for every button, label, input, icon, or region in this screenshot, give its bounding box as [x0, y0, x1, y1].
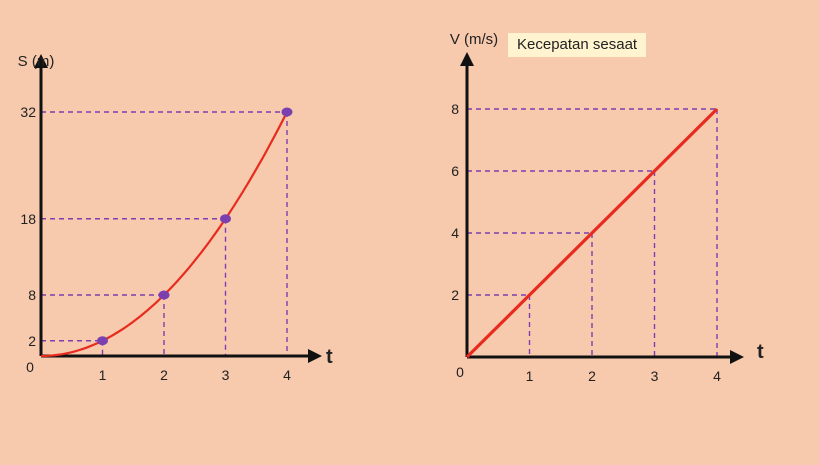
pos-y-tick-label: 32	[20, 104, 36, 120]
vel-x-tick-label: 2	[588, 368, 596, 384]
annotation-label: Kecepatan sesaat	[508, 33, 647, 57]
vel-x-tick-label: 3	[651, 368, 659, 384]
pos-series-line	[40, 111, 288, 358]
pos-y-axis-title: S (m)	[18, 53, 55, 70]
vel-y-tick-label: 8	[451, 101, 459, 117]
vel-x-axis-title: t	[757, 341, 764, 363]
pos-point-1	[97, 336, 108, 346]
pos-y-tick-label: 2	[28, 333, 36, 349]
vel-series-line	[465, 107, 719, 359]
vel-y-tick-label: 4	[451, 225, 459, 241]
pos-x-tick-label: 4	[283, 367, 291, 383]
pos-point-2	[158, 290, 170, 300]
vel-y-tick-label: 2	[451, 287, 459, 303]
pos-y-tick-label: 8	[28, 287, 36, 303]
pos-y-axis-arrow	[34, 54, 48, 68]
pos-x-axis-title: t	[326, 346, 333, 368]
vel-x-tick-label: 4	[713, 368, 721, 384]
pos-y-tick-label: 18	[20, 211, 36, 227]
pos-x-tick-label: 3	[222, 367, 230, 383]
vel-x-axis-arrow	[730, 350, 744, 364]
vel-y-axis-arrow	[460, 52, 474, 66]
vel-x-tick-label: 1	[526, 368, 534, 384]
pos-x-tick-label: 1	[99, 367, 107, 383]
vel-y-axis-title: V (m/s)	[450, 31, 498, 48]
pos-origin-label: 0	[26, 359, 34, 375]
pos-x-tick-label: 2	[160, 367, 168, 383]
pos-x-axis-arrow	[308, 349, 322, 363]
pos-point-4	[281, 107, 293, 117]
vel-y-tick-label: 6	[451, 163, 459, 179]
pos-point-3	[220, 214, 231, 224]
vel-origin-label: 0	[456, 364, 464, 380]
